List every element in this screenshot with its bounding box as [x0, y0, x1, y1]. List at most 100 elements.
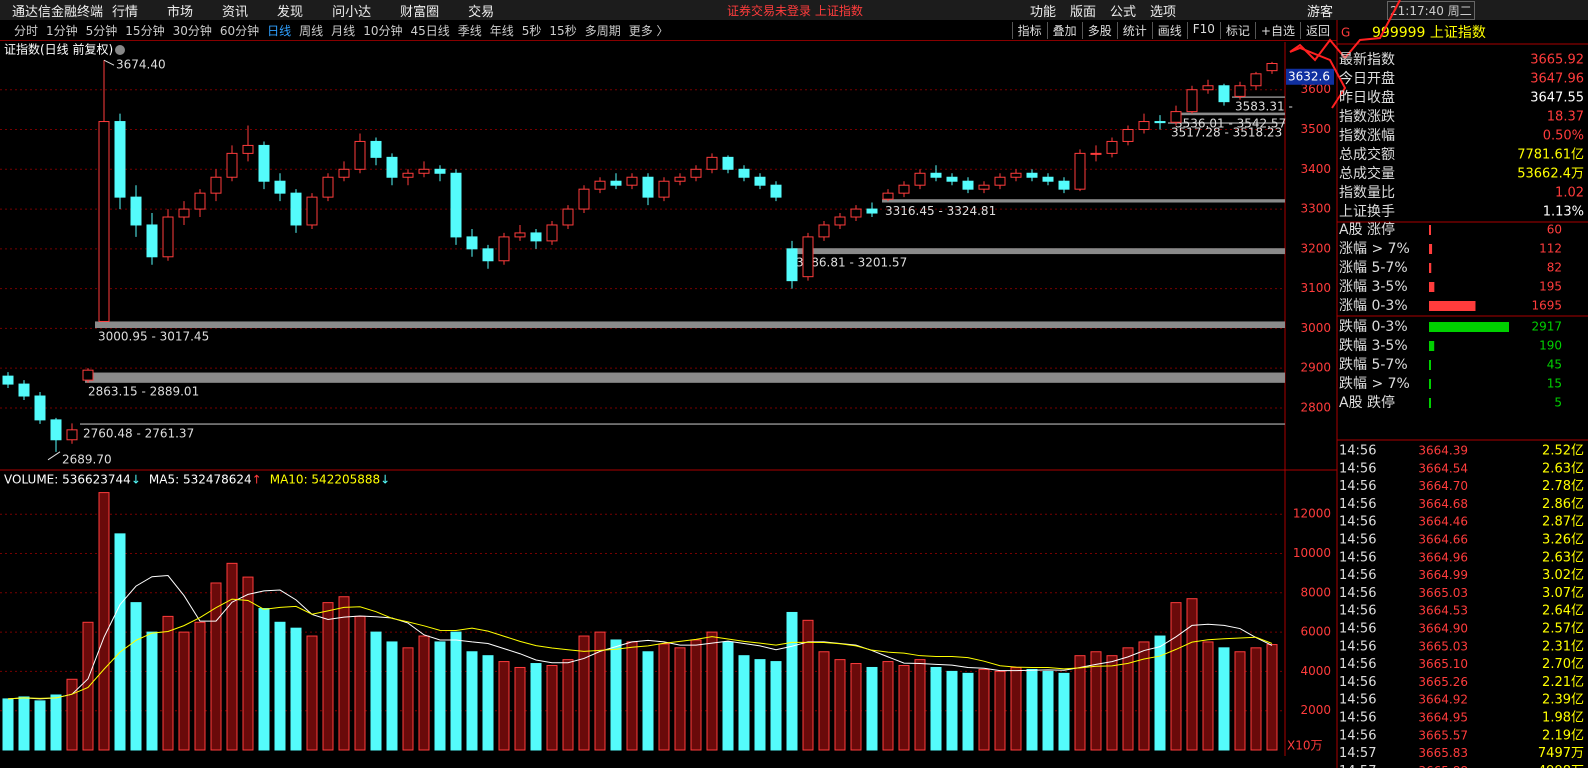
- login-notice[interactable]: 证券交易未登录 上证指数: [727, 3, 863, 18]
- clock: 21:17:40 周二: [1387, 0, 1475, 20]
- volume-bar: [738, 655, 750, 751]
- toolbar-button[interactable]: 统计: [1116, 21, 1152, 39]
- candle-body: [274, 180, 286, 194]
- period-button[interactable]: 10分钟: [363, 23, 403, 38]
- tool-item[interactable]: 版面: [1070, 4, 1097, 20]
- candle-body: [1154, 121, 1166, 124]
- gap-band: [1232, 96, 1285, 98]
- stat-value: 3647.96: [1530, 72, 1584, 87]
- volume-bar: [514, 666, 526, 751]
- more-button[interactable]: 更多 〉: [628, 23, 669, 38]
- menu-item[interactable]: 财富圈: [400, 4, 440, 20]
- period-button[interactable]: 5秒: [521, 23, 542, 38]
- stat-value: 1.02: [1555, 186, 1584, 201]
- stat-label: 指数涨幅: [1339, 128, 1395, 144]
- low-leader: [47, 451, 61, 461]
- tool-item[interactable]: 选项: [1150, 4, 1177, 20]
- candle-body: [130, 196, 142, 226]
- menu-item[interactable]: 资讯: [222, 4, 249, 20]
- menu-item[interactable]: 市场: [167, 4, 194, 20]
- candle-body: [1122, 129, 1134, 142]
- tick-amount: 3.26亿: [1542, 533, 1584, 548]
- toolbar-button[interactable]: 画线: [1151, 21, 1187, 39]
- toolbar-button[interactable]: 标记: [1219, 21, 1255, 39]
- period-button[interactable]: 月线: [331, 23, 356, 38]
- volume-bar: [1106, 655, 1118, 751]
- volume-bar: [130, 602, 142, 751]
- period-button[interactable]: 周线: [299, 23, 324, 38]
- candle-body: [594, 180, 606, 190]
- volume-bar: [322, 602, 334, 751]
- candle-body: [674, 176, 686, 182]
- tick-time: 14:56: [1339, 550, 1376, 565]
- menu-item[interactable]: 问小达: [332, 4, 372, 20]
- toolbar-button[interactable]: 叠加: [1046, 21, 1082, 39]
- stat-value: 3647.55: [1530, 91, 1584, 106]
- period-button[interactable]: 分时: [14, 23, 39, 38]
- tick-price: 3665.03: [1418, 639, 1468, 653]
- unit-label: X10万: [1287, 739, 1323, 753]
- menu-item[interactable]: 交易: [468, 4, 495, 20]
- tick-time: 14:56: [1339, 479, 1376, 494]
- candle-body: [578, 188, 590, 210]
- candle-body: [1218, 85, 1230, 103]
- tool-item[interactable]: 公式: [1110, 4, 1137, 20]
- volume-bar: [194, 621, 206, 751]
- gap-band: [85, 372, 1285, 383]
- toolbar-button[interactable]: +自选: [1254, 21, 1300, 39]
- tick-amount: 7497万: [1538, 746, 1584, 761]
- tick-price: 3665.88: [1418, 764, 1468, 768]
- breadth-bar: [1429, 282, 1435, 292]
- period-button[interactable]: 5分钟: [85, 23, 118, 38]
- tick-price: 3664.39: [1418, 444, 1468, 458]
- period-button[interactable]: 15分钟: [125, 23, 165, 38]
- toolbar-button[interactable]: 多股: [1081, 21, 1117, 39]
- chart-title: 证指数(日线 前复权): [4, 42, 113, 57]
- candle-body: [706, 156, 718, 170]
- period-button[interactable]: 60分钟: [219, 23, 260, 38]
- period-button[interactable]: 年线: [489, 23, 514, 38]
- period-button[interactable]: 45日线: [410, 23, 450, 38]
- period-button[interactable]: 多周期: [584, 23, 621, 38]
- period-button[interactable]: 30分钟: [172, 23, 212, 38]
- tool-item[interactable]: 功能: [1030, 4, 1057, 20]
- tick-time: 14:56: [1339, 586, 1376, 601]
- tick-time: 14:56: [1339, 497, 1376, 512]
- toolbar-button[interactable]: 指标: [1011, 21, 1047, 39]
- candle-body: [178, 208, 190, 218]
- period-button[interactable]: 季线: [457, 23, 482, 38]
- menu-item[interactable]: 行情: [112, 4, 139, 20]
- gap-band: [882, 199, 1285, 203]
- volume-bar: [1202, 641, 1214, 751]
- candle-body: [50, 419, 62, 441]
- user[interactable]: 游客: [1307, 4, 1334, 20]
- tick-time: 14:56: [1339, 711, 1376, 726]
- candle-body: [1170, 111, 1182, 123]
- candle-body: [242, 144, 254, 154]
- volume-legend: MA5: 532478624: [149, 473, 252, 487]
- volume-bar: [258, 608, 270, 751]
- stat-label: 总成交量: [1339, 165, 1395, 182]
- volume-bar: [178, 631, 190, 751]
- toolbar-button[interactable]: 返回: [1299, 21, 1335, 39]
- gap-label: 3186.81 - 3201.57: [796, 256, 907, 270]
- volume-legend-arrow: ↑: [252, 473, 262, 487]
- tick-price: 3664.96: [1418, 550, 1468, 564]
- period-button[interactable]: 15秒: [549, 23, 577, 38]
- tick-amount: 2.78亿: [1542, 479, 1584, 494]
- candle-body: [722, 156, 734, 170]
- volume-bar: [386, 641, 398, 751]
- title-menu-icon[interactable]: [115, 45, 125, 55]
- menu-item[interactable]: 发现: [277, 4, 304, 20]
- toolbar-button[interactable]: F10: [1186, 21, 1220, 39]
- candle-body: [258, 144, 270, 182]
- candle-body: [1058, 180, 1070, 190]
- tick-time: 14:56: [1339, 604, 1376, 619]
- period-button[interactable]: 日线: [267, 23, 292, 38]
- volume-bar: [242, 576, 254, 751]
- candle-body: [370, 140, 382, 158]
- volume-bar: [802, 619, 814, 751]
- breadth-value: 82: [1547, 261, 1562, 275]
- period-button[interactable]: 1分钟: [46, 23, 78, 38]
